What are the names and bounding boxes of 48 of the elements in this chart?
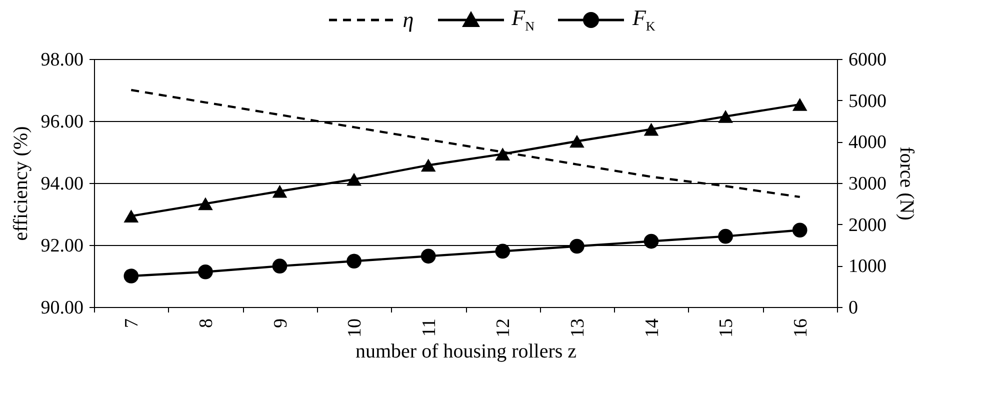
y-tick-label: 94.00 bbox=[40, 174, 84, 194]
y2-tick-label: 4000 bbox=[848, 132, 886, 154]
y-tick-label: 96.00 bbox=[40, 112, 84, 132]
x-tick-label: 8 bbox=[196, 318, 217, 328]
x-tick-label: 9 bbox=[270, 318, 292, 328]
point bbox=[792, 98, 808, 111]
y2-axis-title: force (N) bbox=[896, 146, 918, 220]
point bbox=[570, 238, 584, 254]
x-tick-label: 13 bbox=[567, 318, 588, 338]
y-tick-label: 98.00 bbox=[40, 50, 84, 70]
point bbox=[272, 258, 288, 274]
y2-tick-label: 6000 bbox=[848, 50, 886, 70]
legend-label: η bbox=[402, 7, 414, 33]
point bbox=[495, 244, 510, 259]
point bbox=[644, 234, 659, 249]
x-tick-label: 16 bbox=[790, 318, 812, 338]
x-axis-title: number of housing rollers z bbox=[355, 340, 577, 362]
point bbox=[792, 222, 808, 238]
x-tick-label: 12 bbox=[493, 318, 514, 338]
y2-tick-label: 0 bbox=[848, 298, 858, 318]
legend-label: F$_{N}$ bbox=[512, 5, 534, 35]
point bbox=[718, 228, 733, 244]
y2-tick-label: 1000 bbox=[848, 256, 886, 278]
y-axis-title: efficiency (%) bbox=[10, 126, 32, 241]
point bbox=[644, 122, 659, 136]
point bbox=[570, 134, 584, 148]
point bbox=[346, 172, 362, 186]
x-tick-label: 7 bbox=[122, 318, 143, 328]
y2-tick-label: 5000 bbox=[848, 90, 886, 112]
point bbox=[124, 268, 139, 284]
point bbox=[198, 197, 213, 210]
point bbox=[346, 254, 362, 269]
x-tick-label: 11 bbox=[418, 318, 440, 337]
y-tick-label: 90.00 bbox=[40, 298, 84, 318]
x-tick-label: 14 bbox=[642, 318, 663, 338]
point bbox=[272, 184, 288, 198]
point bbox=[495, 148, 510, 160]
y2-tick-label: 2000 bbox=[848, 214, 886, 236]
x-tick-label: 15 bbox=[716, 318, 738, 338]
x-tick-label: 10 bbox=[344, 318, 366, 338]
point bbox=[198, 264, 213, 280]
point bbox=[718, 110, 733, 123]
y-tick-label: 92.00 bbox=[40, 236, 84, 256]
point bbox=[420, 248, 436, 264]
point bbox=[420, 158, 436, 172]
point bbox=[124, 210, 139, 222]
legend-label: F$_{K}$ bbox=[632, 5, 656, 35]
y2-tick-label: 3000 bbox=[848, 174, 886, 194]
